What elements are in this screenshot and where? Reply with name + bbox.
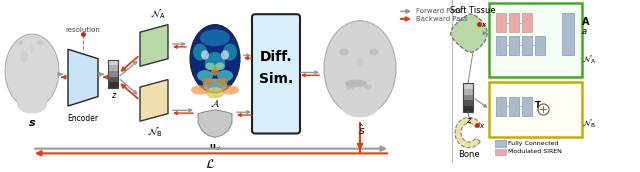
Bar [509, 36, 519, 55]
Bar [463, 95, 473, 100]
Text: a: a [582, 26, 587, 35]
Text: Encoder: Encoder [67, 114, 99, 123]
Text: z: z [111, 91, 115, 100]
Bar [495, 149, 506, 155]
Ellipse shape [205, 62, 215, 70]
Polygon shape [68, 49, 98, 106]
Text: $\mathcal{L}$: $\mathcal{L}$ [205, 158, 215, 171]
Bar [509, 13, 519, 32]
Text: $\mathcal{N}_{\mathrm{A}}$: $\mathcal{N}_{\mathrm{A}}$ [582, 53, 596, 66]
Polygon shape [140, 25, 168, 66]
Text: Modulated SIREN: Modulated SIREN [508, 149, 562, 154]
Ellipse shape [341, 95, 379, 117]
Text: Bone: Bone [458, 150, 480, 159]
Ellipse shape [190, 25, 240, 93]
Ellipse shape [20, 51, 28, 62]
Polygon shape [140, 79, 168, 121]
Ellipse shape [202, 78, 214, 85]
Text: $\mathcal{N}_{\mathrm{B}}$: $\mathcal{N}_{\mathrm{B}}$ [147, 125, 163, 139]
Bar [108, 60, 118, 65]
Text: $\mathcal{A}$: $\mathcal{A}$ [210, 98, 220, 109]
Bar [495, 140, 506, 147]
Ellipse shape [203, 79, 227, 92]
Ellipse shape [324, 21, 396, 116]
Ellipse shape [37, 40, 43, 45]
Ellipse shape [215, 62, 225, 70]
Text: $\mathbf{u}_{d}$: $\mathbf{u}_{d}$ [209, 142, 221, 153]
Bar [108, 60, 118, 88]
Ellipse shape [217, 70, 233, 81]
Ellipse shape [205, 52, 225, 71]
Ellipse shape [339, 49, 349, 55]
Polygon shape [455, 117, 481, 148]
Bar [522, 13, 532, 32]
Text: s: s [29, 118, 35, 128]
Ellipse shape [364, 84, 372, 90]
Text: Forward Pass: Forward Pass [416, 8, 461, 14]
Bar [496, 96, 506, 116]
Bar [522, 96, 532, 116]
Text: $\hat{s}$: $\hat{s}$ [358, 123, 366, 137]
Bar [463, 83, 473, 89]
Polygon shape [198, 110, 232, 137]
Text: T: T [535, 101, 541, 110]
Ellipse shape [17, 95, 47, 114]
Ellipse shape [223, 44, 237, 61]
Text: Sim.: Sim. [259, 72, 293, 86]
Ellipse shape [346, 84, 354, 90]
Bar [108, 71, 118, 77]
Text: z: z [466, 116, 470, 125]
Ellipse shape [5, 34, 59, 108]
Text: Soft Tissue: Soft Tissue [450, 6, 496, 15]
Bar [496, 36, 506, 55]
Ellipse shape [201, 50, 209, 60]
Bar [522, 36, 532, 55]
Text: A: A [582, 17, 589, 27]
Text: Fully Connected: Fully Connected [508, 141, 559, 146]
FancyBboxPatch shape [488, 3, 582, 77]
Bar [535, 36, 545, 55]
Polygon shape [451, 14, 487, 52]
Ellipse shape [221, 85, 239, 95]
Bar [108, 65, 118, 71]
Text: x: x [481, 22, 485, 28]
Bar [562, 13, 574, 55]
Text: $\mathcal{N}_{\mathrm{A}}$: $\mathcal{N}_{\mathrm{A}}$ [150, 7, 166, 21]
Ellipse shape [197, 70, 213, 81]
Text: resolution: resolution [65, 27, 100, 33]
Text: Backward Pass: Backward Pass [416, 16, 468, 22]
FancyBboxPatch shape [252, 14, 300, 133]
Bar [108, 82, 118, 88]
Ellipse shape [357, 57, 363, 66]
Text: $\mathcal{N}_{\mathrm{B}}$: $\mathcal{N}_{\mathrm{B}}$ [582, 117, 596, 130]
Text: Diff.: Diff. [260, 50, 292, 64]
Bar [463, 83, 473, 112]
Bar [463, 89, 473, 95]
Ellipse shape [211, 66, 219, 76]
Bar [108, 77, 118, 82]
Bar [496, 13, 506, 32]
Ellipse shape [17, 40, 23, 45]
Ellipse shape [216, 78, 228, 85]
FancyBboxPatch shape [488, 82, 582, 137]
Text: x: x [479, 123, 483, 129]
Ellipse shape [193, 44, 207, 61]
Ellipse shape [345, 79, 367, 87]
Ellipse shape [369, 49, 379, 55]
Bar [463, 106, 473, 112]
Bar [463, 100, 473, 106]
Ellipse shape [191, 85, 209, 95]
Ellipse shape [221, 50, 229, 60]
Ellipse shape [200, 29, 230, 46]
Ellipse shape [30, 45, 34, 53]
Bar [509, 96, 519, 116]
Ellipse shape [206, 87, 224, 98]
